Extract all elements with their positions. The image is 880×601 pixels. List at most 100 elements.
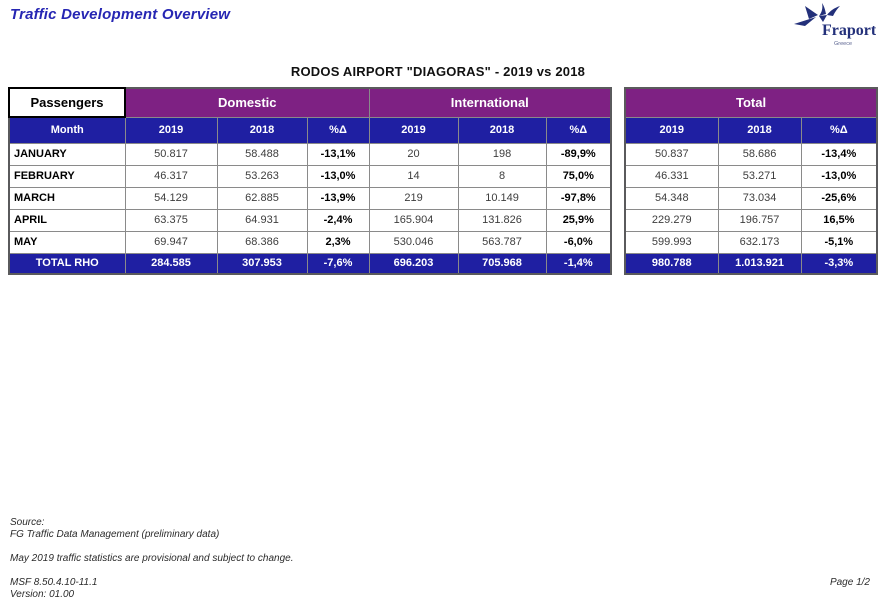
page-title: Traffic Development Overview <box>10 6 231 23</box>
value-cell: 54.129 <box>124 186 218 210</box>
table-row: JANUARY 50.817 58.488 -13,1% 20 198 -89,9% <box>8 142 612 166</box>
pct-delta-cell: -3,3% <box>800 252 878 275</box>
value-cell: 46.317 <box>124 164 218 188</box>
total-group-header: Total <box>624 87 878 118</box>
pct-delta-cell: 25,9% <box>545 208 612 232</box>
value-cell: 705.968 <box>457 252 547 275</box>
value-cell: 54.348 <box>624 186 719 210</box>
month-cell: TOTAL RHO <box>8 252 126 275</box>
domestic-2019-header: 2019 <box>124 116 218 144</box>
footer-provisional-note: May 2019 traffic statistics are provisio… <box>10 553 294 564</box>
pct-delta-cell: -25,6% <box>800 186 878 210</box>
domestic-group-header: Domestic <box>124 87 370 118</box>
total-row: TOTAL RHO 284.585 307.953 -7,6% 696.203 705.9… <box>8 252 612 275</box>
value-cell: 198 <box>457 142 547 166</box>
pct-delta-cell: -5,1% <box>800 230 878 254</box>
pct-delta-cell: -89,9% <box>545 142 612 166</box>
table-row: MAY 69.947 68.386 2,3% 530.046 563.787 -6,0% <box>8 230 612 254</box>
logo-region-text: Greece <box>834 41 852 47</box>
value-cell: 307.953 <box>216 252 308 275</box>
value-cell: 20 <box>368 142 459 166</box>
report-table-title: RODOS AIRPORT "DIAGORAS" - 2019 vs 2018 <box>290 64 586 79</box>
value-cell: 219 <box>368 186 459 210</box>
footer-version: Version: 01.00 <box>10 589 75 600</box>
footer-msf-reference: MSF 8.50.4.10-11.1 <box>10 577 98 588</box>
value-cell: 50.817 <box>124 142 218 166</box>
value-cell: 696.203 <box>368 252 459 275</box>
pct-delta-cell: -13,0% <box>800 164 878 188</box>
pct-delta-cell: -6,0% <box>545 230 612 254</box>
logo-brand-text: Fraport <box>822 22 876 39</box>
fraport-logo: Fraport Greece <box>792 2 877 52</box>
value-cell: 563.787 <box>457 230 547 254</box>
value-cell: 53.271 <box>717 164 802 188</box>
month-cell: FEBRUARY <box>8 164 126 188</box>
month-cell: JANUARY <box>8 142 126 166</box>
total-2019-header: 2019 <box>624 116 719 144</box>
table-row: 54.348 73.034 -25,6% <box>624 186 878 210</box>
value-cell: 62.885 <box>216 186 308 210</box>
value-cell: 632.173 <box>717 230 802 254</box>
value-cell: 50.837 <box>624 142 719 166</box>
pct-delta-cell: -97,8% <box>545 186 612 210</box>
group-header-row: Total <box>624 87 878 118</box>
value-cell: 14 <box>368 164 459 188</box>
pct-delta-cell: -2,4% <box>306 208 370 232</box>
pct-delta-cell: -13,1% <box>306 142 370 166</box>
total-delta-header: %Δ <box>800 116 878 144</box>
month-cell: APRIL <box>8 208 126 232</box>
value-cell: 8 <box>457 164 547 188</box>
page-number: Page 1/2 <box>829 577 870 588</box>
value-cell: 58.686 <box>717 142 802 166</box>
total-row: 980.788 1.013.921 -3,3% <box>624 252 878 275</box>
footer-source-value: FG Traffic Data Management (preliminary … <box>10 529 220 540</box>
pct-delta-cell: 16,5% <box>800 208 878 232</box>
value-cell: 530.046 <box>368 230 459 254</box>
value-cell: 73.034 <box>717 186 802 210</box>
passengers-corner-label: Passengers <box>8 87 126 118</box>
value-cell: 131.826 <box>457 208 547 232</box>
international-2018-header: 2018 <box>457 116 547 144</box>
group-header-row: Passengers Domestic International <box>8 87 612 118</box>
month-column-header: Month <box>8 116 126 144</box>
fraport-star-icon: Fraport Greece <box>794 3 877 47</box>
value-cell: 46.331 <box>624 164 719 188</box>
passengers-main-table: Passengers Domestic International Month … <box>8 87 613 275</box>
total-2018-header: 2018 <box>717 116 802 144</box>
value-cell: 53.263 <box>216 164 308 188</box>
total-table-body: 50.837 58.686 -13,4% 46.331 53.271 -13,0% 54.3… <box>624 142 878 275</box>
value-cell: 64.931 <box>216 208 308 232</box>
column-header-row: 2019 2018 %Δ <box>624 116 878 144</box>
value-cell: 229.279 <box>624 208 719 232</box>
value-cell: 68.386 <box>216 230 308 254</box>
table-row: 599.993 632.173 -5,1% <box>624 230 878 254</box>
international-2019-header: 2019 <box>368 116 459 144</box>
passengers-total-table: Total 2019 2018 %Δ 50.837 58.686 -13,4% 46.… <box>624 87 879 275</box>
value-cell: 69.947 <box>124 230 218 254</box>
table-row: FEBRUARY 46.317 53.263 -13,0% 14 8 75,0% <box>8 164 612 188</box>
pct-delta-cell: 2,3% <box>306 230 370 254</box>
value-cell: 165.904 <box>368 208 459 232</box>
international-delta-header: %Δ <box>545 116 612 144</box>
value-cell: 1.013.921 <box>717 252 802 275</box>
pct-delta-cell: -13,4% <box>800 142 878 166</box>
value-cell: 980.788 <box>624 252 719 275</box>
table-row: 46.331 53.271 -13,0% <box>624 164 878 188</box>
pct-delta-cell: -1,4% <box>545 252 612 275</box>
table-row: 229.279 196.757 16,5% <box>624 208 878 232</box>
column-header-row: Month 2019 2018 %Δ 2019 2018 %Δ <box>8 116 612 144</box>
main-table-body: JANUARY 50.817 58.488 -13,1% 20 198 -89,9% FEBR… <box>8 142 612 275</box>
value-cell: 196.757 <box>717 208 802 232</box>
footer-source-label: Source: <box>10 517 45 528</box>
pct-delta-cell: -13,0% <box>306 164 370 188</box>
international-group-header: International <box>368 87 612 118</box>
value-cell: 63.375 <box>124 208 218 232</box>
traffic-tables: Passengers Domestic International Month … <box>8 87 879 275</box>
value-cell: 10.149 <box>457 186 547 210</box>
value-cell: 58.488 <box>216 142 308 166</box>
month-cell: MAY <box>8 230 126 254</box>
table-row: MARCH 54.129 62.885 -13,9% 219 10.149 -97,8% <box>8 186 612 210</box>
pct-delta-cell: 75,0% <box>545 164 612 188</box>
domestic-delta-header: %Δ <box>306 116 370 144</box>
